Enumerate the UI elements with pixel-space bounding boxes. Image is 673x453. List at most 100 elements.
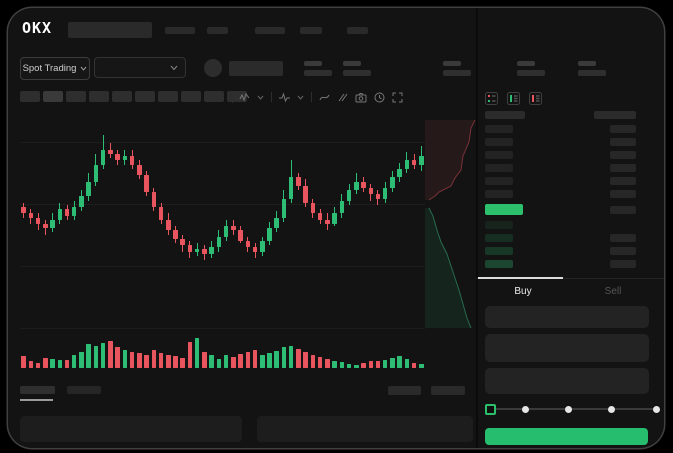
ask-size-placeholder[interactable] [610,164,636,172]
bid-size-placeholder[interactable] [610,234,636,242]
timeframe-chip[interactable] [204,91,224,102]
ask-size-placeholder[interactable] [610,177,636,185]
candlestick-chart[interactable] [20,112,425,336]
timeframe-chip[interactable] [43,91,63,102]
candle [71,207,77,216]
volume-bar [303,352,308,368]
candle [93,164,99,182]
ask-price-placeholder[interactable] [485,125,513,133]
candle [245,240,251,248]
volume-bar [332,360,337,368]
market-type-selector[interactable]: Spot Trading [20,57,90,80]
pair-name-placeholder [229,61,283,76]
okx-logo[interactable]: OKX [22,19,53,37]
last-price-highlight[interactable] [485,204,523,215]
timeframe-chip[interactable] [112,91,132,102]
camera-icon[interactable] [355,92,367,103]
volume-bar [64,360,70,368]
ask-size-placeholder[interactable] [610,190,636,198]
orders-filter-placeholder[interactable] [431,386,465,395]
orders-tab-placeholder[interactable] [67,386,101,394]
orderbook-header-placeholder[interactable] [594,111,636,119]
chevron-down-icon[interactable] [297,95,304,100]
nav-item-placeholder[interactable] [207,27,228,34]
timeframe-chip[interactable] [181,91,201,102]
total-input-placeholder[interactable] [485,368,649,394]
buy-submit-button[interactable] [485,428,648,445]
bid-price-placeholder[interactable] [485,221,513,229]
candle [202,249,207,254]
nav-item-placeholder[interactable] [165,27,195,34]
slider-stop-dot[interactable] [653,406,660,413]
volume-bar [238,353,243,368]
timeframe-chip[interactable] [135,91,155,102]
candle [397,168,402,178]
ask-price-placeholder[interactable] [485,190,513,198]
volume-bar [317,356,323,368]
orderbook[interactable] [476,92,664,277]
timeframe-chip[interactable] [89,91,109,102]
slider-stop-dot[interactable] [608,406,615,413]
volume-bar [361,362,366,368]
candle [267,228,272,241]
candle [64,209,70,216]
price-input-placeholder[interactable] [485,306,649,328]
tab-buy[interactable]: Buy [514,286,532,297]
ask-size-placeholder[interactable] [610,125,636,133]
candle [166,219,171,231]
ask-price-placeholder[interactable] [485,138,513,146]
combined-book-icon[interactable] [485,92,498,105]
tab-sell[interactable]: Sell [604,286,622,297]
clock-icon[interactable] [374,92,385,103]
market-type-label: Spot Trading [22,63,77,74]
indicators-icon[interactable] [279,91,290,103]
volume-bar [296,348,301,368]
ask-price-placeholder[interactable] [485,177,513,185]
candle-style-icon[interactable] [239,92,250,103]
nav-item-placeholder[interactable] [300,27,322,34]
amount-input-placeholder[interactable] [485,334,649,362]
bid-price-placeholder[interactable] [485,247,513,255]
pair-selector[interactable] [94,57,186,78]
chevron-down-icon[interactable] [257,95,264,100]
volume-bar [35,362,41,368]
candle [187,245,193,252]
candle [281,198,287,218]
slider-stop-dot[interactable] [522,406,529,413]
bid-price-placeholder[interactable] [485,260,513,268]
drawing-tools-icon[interactable] [337,92,348,103]
orderbook-header-placeholder[interactable] [485,111,525,119]
nav-item-placeholder[interactable] [347,27,368,34]
slider-stop-dot[interactable] [565,406,572,413]
timeframe-chip[interactable] [66,91,86,102]
candle [375,194,381,199]
slider-handle[interactable] [485,404,496,415]
buy-book-icon[interactable] [507,92,520,105]
bid-size-placeholder[interactable] [610,260,636,268]
bid-size-placeholder[interactable] [610,247,636,255]
ask-size-placeholder[interactable] [610,138,636,146]
bid-price-placeholder[interactable] [485,234,513,242]
ask-price-placeholder[interactable] [485,164,513,172]
stat-label-placeholder [578,61,596,66]
candle [339,200,345,214]
amount-slider-track[interactable] [489,408,655,410]
fullscreen-icon[interactable] [392,92,403,103]
nav-pair-placeholder[interactable] [68,22,152,38]
timeframe-chip[interactable] [20,91,40,102]
orders-tab-active-placeholder[interactable] [20,386,55,394]
stat-value-placeholder [304,70,332,76]
sell-book-icon[interactable] [529,92,542,105]
timeframe-chip[interactable] [227,91,247,102]
nav-item-placeholder[interactable] [255,27,285,34]
ask-price-placeholder[interactable] [485,151,513,159]
orders-filter-placeholder[interactable] [388,386,421,395]
ask-size-placeholder[interactable] [610,206,636,214]
line-type-icon[interactable] [319,92,330,103]
volume-bar [267,353,272,368]
timeframe-chip[interactable] [158,91,178,102]
volume-bar [57,359,63,368]
ask-size-placeholder[interactable] [610,151,636,159]
volume-bar [151,350,157,368]
candle [361,181,366,188]
